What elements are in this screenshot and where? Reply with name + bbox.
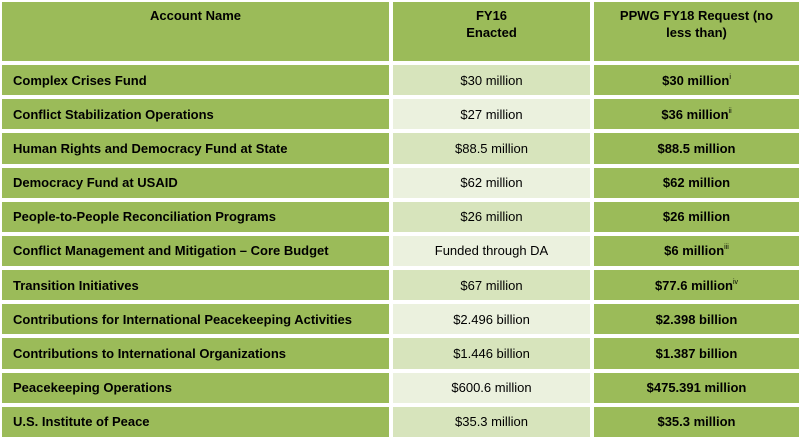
fy18-value: $26 million <box>662 209 731 225</box>
fy18-value: $30 million <box>662 72 730 88</box>
table-row: Contributions for International Peacekee… <box>0 302 801 337</box>
account-name-cell: Contributions to International Organizat… <box>0 336 391 371</box>
header-fy18-line1: PPWG FY18 Request (no <box>619 8 774 23</box>
header-fy16: FY16 Enacted <box>391 0 592 63</box>
fy18-value: $35.3 million <box>657 414 736 430</box>
header-fy18: PPWG FY18 Request (no less than) <box>592 0 801 63</box>
table-row: Complex Crises Fund $30 million $30 millio… <box>0 63 801 98</box>
footnote-marker: ii <box>728 107 732 115</box>
header-fy16-line1: FY16 <box>475 8 508 23</box>
fy16-cell: $62 million <box>391 165 592 200</box>
fy16-cell: $2.496 billion <box>391 302 592 337</box>
header-fy18-line2: less than) <box>666 25 727 40</box>
fy16-cell: $67 million <box>391 268 592 303</box>
account-name-cell: Transition Initiatives <box>0 268 391 303</box>
fy18-cell: $26 million <box>592 199 801 234</box>
footnote-marker: iv <box>732 278 739 286</box>
footnote-marker: iii <box>724 244 729 252</box>
fy18-value: $1.387 billion <box>655 345 738 361</box>
table-row: Contributions to International Organizat… <box>0 336 801 371</box>
fy18-cell: $36 millionii <box>592 97 801 132</box>
fy18-cell: $475.391 million <box>592 370 801 405</box>
header-fy16-line2: Enacted <box>466 25 517 40</box>
fy18-value: $77.6 million <box>654 277 733 293</box>
fy18-value: $2.398 billion <box>655 311 738 327</box>
fy18-cell: $6 millioniii <box>592 233 801 269</box>
fy16-cell: $26 million <box>391 199 592 234</box>
fy16-cell: $30 million <box>391 63 592 98</box>
table-row: U.S. Institute of Peace $35.3 million $35.… <box>0 404 801 439</box>
account-name-cell: Complex Crises Fund <box>0 63 391 98</box>
table-row: Conflict Management and Mitigation – Cor… <box>0 233 801 269</box>
fy18-cell: $30 millioni <box>592 63 801 98</box>
table-row: Transition Initiatives $67 million $77.6 m… <box>0 268 801 303</box>
fy16-cell: $35.3 million <box>391 404 592 439</box>
account-name-cell: Conflict Stabilization Operations <box>0 97 391 132</box>
fy16-cell: $88.5 million <box>391 131 592 166</box>
table-row: Conflict Stabilization Operations $27 mil… <box>0 97 801 132</box>
footnote-marker: i <box>729 73 731 81</box>
fy18-cell: $2.398 billion <box>592 302 801 337</box>
fy16-cell: Funded through DA <box>391 233 592 269</box>
table-row: Peacekeeping Operations $600.6 million $47… <box>0 370 801 405</box>
fy18-cell: $77.6 millioniv <box>592 268 801 303</box>
table-row: Human Rights and Democracy Fund at State… <box>0 131 801 166</box>
header-row: Account Name FY16 Enacted PPWG FY18 Requ… <box>0 0 801 63</box>
fy16-cell: $600.6 million <box>391 370 592 405</box>
fy18-cell: $35.3 million <box>592 404 801 439</box>
account-name-cell: Human Rights and Democracy Fund at State <box>0 131 391 166</box>
fy18-value: $88.5 million <box>657 140 736 156</box>
fy18-value: $475.391 million <box>646 380 747 396</box>
fy18-value: $6 million <box>664 243 725 259</box>
table-row: People-to-People Reconciliation Programs… <box>0 199 801 234</box>
fy18-cell: $1.387 billion <box>592 336 801 371</box>
fy18-value: $62 million <box>662 175 731 191</box>
account-name-cell: Contributions for International Peacekee… <box>0 302 391 337</box>
fy18-value: $36 million <box>661 106 729 122</box>
account-name-cell: Conflict Management and Mitigation – Cor… <box>0 233 391 269</box>
table-row: Democracy Fund at USAID $62 million $62 mi… <box>0 165 801 200</box>
fy18-cell: $88.5 million <box>592 131 801 166</box>
header-account-name: Account Name <box>0 0 391 63</box>
fy18-cell: $62 million <box>592 165 801 200</box>
fy16-cell: $27 million <box>391 97 592 132</box>
account-name-cell: Peacekeeping Operations <box>0 370 391 405</box>
account-name-cell: U.S. Institute of Peace <box>0 404 391 439</box>
header-account-label: Account Name <box>149 8 242 23</box>
fy16-cell: $1.446 billion <box>391 336 592 371</box>
table-body: Complex Crises Fund $30 million $30 millio… <box>0 63 801 439</box>
account-name-cell: Democracy Fund at USAID <box>0 165 391 200</box>
account-name-cell: People-to-People Reconciliation Programs <box>0 199 391 234</box>
